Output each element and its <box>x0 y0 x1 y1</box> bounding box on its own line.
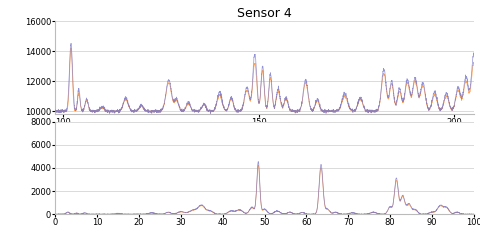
Title: Sensor 4: Sensor 4 <box>237 7 291 20</box>
